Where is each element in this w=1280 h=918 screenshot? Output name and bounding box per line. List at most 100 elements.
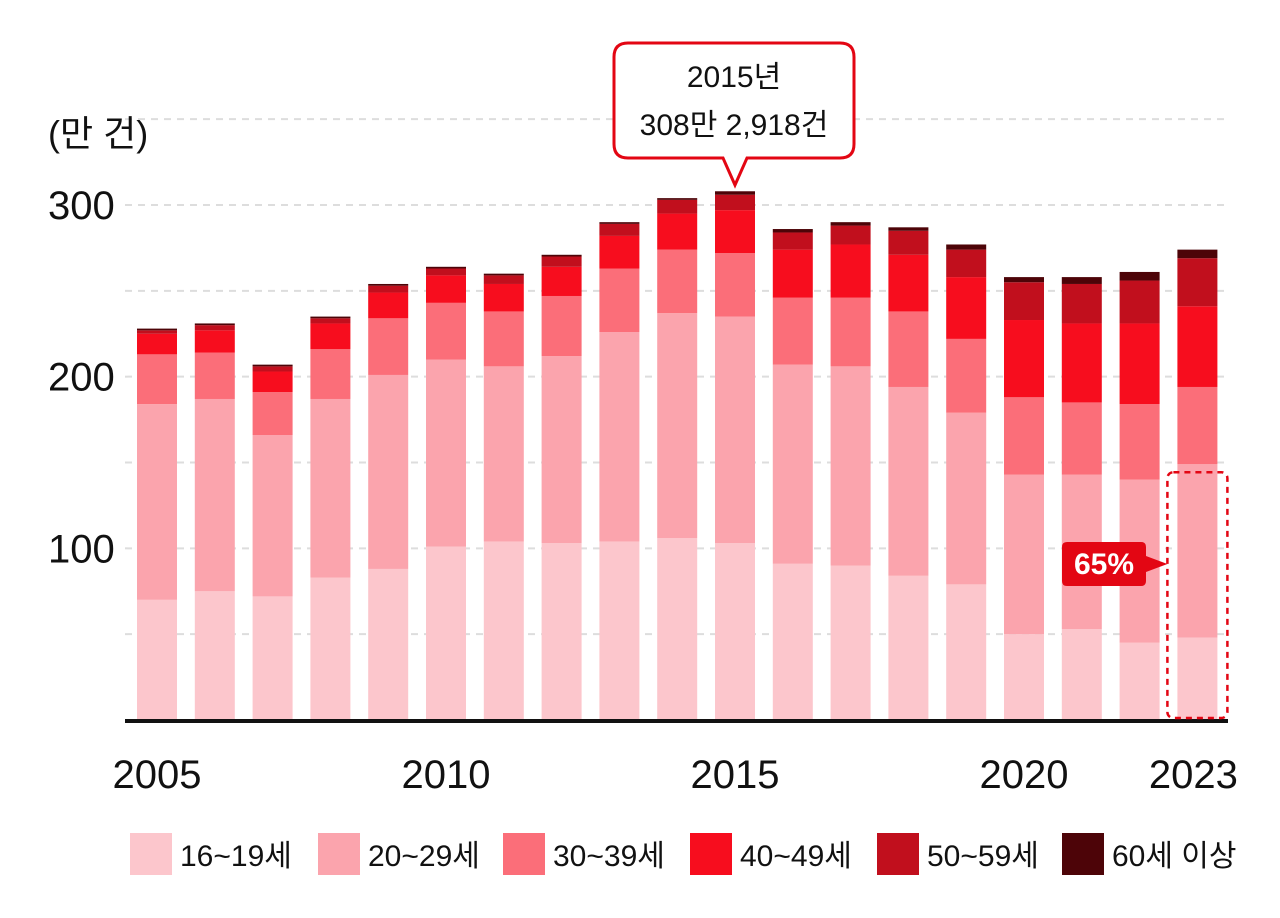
peak-callout-box	[612, 41, 856, 189]
bar-segment	[194, 591, 235, 720]
legend-label: 16~19세	[180, 840, 292, 873]
bar-segment	[657, 313, 698, 539]
bar-2012	[541, 254, 582, 720]
bar-segment	[657, 199, 698, 214]
bar-segment	[772, 229, 813, 233]
bar-segment	[888, 386, 929, 576]
bar-segment	[252, 596, 293, 720]
bar-segment	[830, 565, 871, 720]
y-axis-ticks: 100 200 300	[48, 184, 115, 571]
bar-segment	[1119, 280, 1160, 324]
bar-segment	[599, 268, 640, 333]
bar-2020	[1004, 277, 1044, 720]
peak-callout-value: 308만 2,918건	[640, 109, 829, 142]
bar-segment	[715, 253, 755, 317]
bar-segment	[426, 275, 466, 303]
x-tick-label: 2023	[1149, 753, 1238, 797]
bar-segment	[310, 323, 351, 350]
bar-segment	[946, 584, 987, 720]
bar-2013	[599, 222, 640, 720]
x-tick-label: 2015	[691, 753, 780, 797]
bar-segment	[1061, 402, 1102, 475]
bar-segment	[368, 318, 409, 375]
bar-2021	[1061, 277, 1102, 720]
bar-segment	[541, 295, 582, 357]
bar-segment	[1061, 629, 1102, 720]
peak-callout: 2015년 308만 2,918건	[612, 41, 856, 189]
bar-segment	[1004, 474, 1044, 635]
bar-2010	[426, 266, 466, 720]
legend-label: 40~49세	[740, 840, 852, 873]
bar-segment	[1004, 397, 1044, 475]
peak-callout-year: 2015년	[687, 61, 781, 94]
bar-segment	[1177, 258, 1218, 307]
bar-segment	[1004, 277, 1044, 283]
bar-segment	[368, 374, 409, 569]
bar-segment	[368, 568, 409, 720]
y-tick-label: 100	[48, 527, 115, 571]
legend-item: 30~39세	[503, 833, 665, 875]
bar-segment	[310, 318, 351, 324]
bar-2016	[772, 229, 813, 720]
bar-segment	[715, 543, 755, 720]
bar-segment	[1177, 386, 1218, 465]
bar-segment	[599, 222, 640, 224]
bar-segment	[715, 194, 755, 211]
bar-segment	[1119, 323, 1160, 405]
highlight-2023: 65%	[1062, 470, 1229, 720]
bar-segment	[137, 599, 177, 720]
bar-segment	[137, 354, 177, 405]
bar-2022	[1119, 271, 1160, 720]
bar-segment	[1061, 323, 1102, 403]
bar-2011	[483, 273, 524, 720]
bar-segment	[657, 198, 698, 200]
bar-segment	[483, 283, 524, 312]
bar-segment	[715, 210, 755, 254]
bar-segment	[888, 575, 929, 720]
percent-badge	[1062, 542, 1168, 586]
bar-segment	[599, 541, 640, 720]
bar-2018	[888, 227, 929, 720]
bar-segment	[541, 356, 582, 544]
bar-segment	[888, 230, 929, 255]
bar-segment	[715, 191, 755, 195]
bar-segment	[137, 328, 177, 331]
bar-2005	[137, 328, 177, 720]
x-tick-label: 2010	[402, 753, 491, 797]
legend-swatch	[318, 833, 360, 875]
legend-item: 16~19세	[130, 833, 292, 875]
bar-segment	[483, 541, 524, 720]
bar-segment	[830, 222, 871, 226]
bar-segment	[194, 330, 235, 353]
bar-2008	[310, 316, 351, 720]
bar-segment	[483, 273, 524, 276]
bar-segment	[194, 325, 235, 331]
bar-segment	[888, 227, 929, 231]
bar-segment	[368, 285, 409, 293]
bar-segment	[657, 213, 698, 250]
bar-segment	[252, 366, 293, 372]
bar-segment	[483, 275, 524, 284]
bar-segment	[368, 292, 409, 319]
x-tick-label: 2020	[980, 753, 1069, 797]
bar-segment	[483, 366, 524, 542]
bar-segment	[1004, 282, 1044, 321]
bar-2009	[368, 283, 409, 720]
bar-segment	[772, 563, 813, 720]
bar-2023	[1177, 249, 1218, 720]
x-tick-label: 2005	[113, 753, 202, 797]
bar-segment	[1061, 283, 1102, 324]
bar-segment	[772, 232, 813, 250]
bar-segment	[1177, 306, 1218, 387]
legend-swatch	[1062, 833, 1104, 875]
bar-segment	[888, 311, 929, 387]
bar-segment	[888, 254, 929, 312]
bar-segment	[599, 332, 640, 542]
bar-segment	[541, 266, 582, 296]
bar-segment	[1177, 637, 1218, 720]
legend-swatch	[690, 833, 732, 875]
bar-segment	[426, 302, 466, 360]
bar-2006	[194, 323, 235, 720]
bar-segment	[310, 349, 351, 399]
legend: 16~19세 20~29세 30~39세 40~49세 50~59세 60세 이상	[130, 833, 1237, 875]
